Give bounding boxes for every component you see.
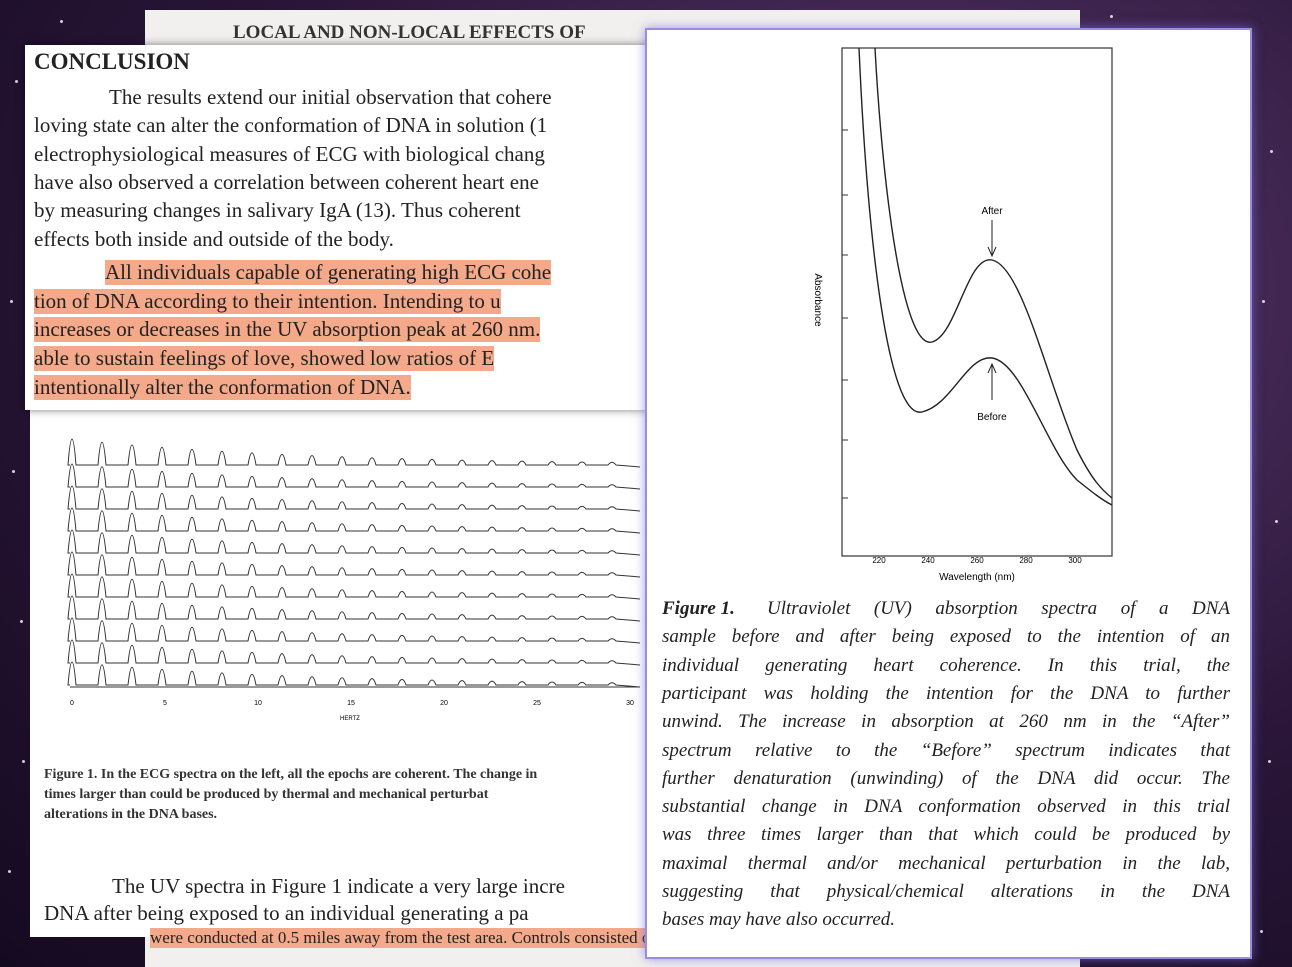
star [1110,15,1113,18]
before-curve [858,47,1113,506]
plot-frame [841,47,1113,557]
star [1268,760,1271,763]
arrows [987,220,997,400]
highlighted-line: tion of DNA according to their intention… [34,288,501,314]
star [1262,300,1265,303]
x-tick-label: 5 [163,700,167,707]
heading: CONCLUSION [34,49,190,74]
ecg-trace [67,485,641,512]
text-line: effects both inside and outside of the b… [34,226,394,251]
ecg-trace [67,529,641,556]
star [1260,930,1263,933]
ecg-trace [67,438,641,468]
ecg-trace [67,573,641,600]
text-line: electrophysiological measures of ECG wit… [34,141,545,166]
caption-line: participant was holding the intention fo… [662,682,1230,704]
text-line: The results extend our initial observati… [109,85,552,109]
conclusion-box: CONCLUSION The results extend our initia… [25,45,655,410]
caption-line: sample before and after being exposed to… [662,626,1230,648]
star [12,470,15,473]
caption-line: times larger than could be produced by t… [44,787,489,802]
caption-line: individual generating heart coherence. I… [662,654,1230,676]
y-ticks [842,129,848,499]
highlighted-line: intentionally alter the conformation of … [34,374,411,400]
caption-line: maximal thermal and/or mechanical pertur… [662,852,1230,874]
x-tick-label: 15 [347,700,355,707]
x-tick-label: 30 [626,700,634,707]
ecg-trace [67,551,641,578]
uv-figure-panel: After Before Absorbance Wavelength (nm) … [645,28,1252,959]
x-axis-label: HERTZ [340,716,360,722]
body-line: The UV spectra in Figure 1 indicate a ve… [112,874,565,898]
star [60,20,63,23]
text-line: by measuring changes in salivary IgA (13… [34,198,521,223]
uv-chart: After Before Absorbance Wavelength (nm) … [812,47,1113,583]
body-line: DNA after being exposed to an individual… [44,901,529,925]
text-line: loving state can alter the conformation … [34,113,548,138]
caption-line: alterations in the DNA bases. [44,807,218,822]
caption-line: bases may have also occurred. [662,909,896,931]
ecg-trace [67,661,641,688]
x-tick-label: 0 [70,700,74,707]
x-tick-label: 300 [1068,556,1082,565]
x-tick-label: 260 [970,556,984,565]
star [1275,520,1278,523]
highlighted-line: able to sustain feelings of love, showed… [34,346,495,372]
ecg-trace [67,463,641,490]
caption-line: Figure 1. In the ECG spectra on the left… [44,767,538,782]
x-tick-label: 280 [1019,556,1033,565]
running-title: LOCAL AND NON-LOCAL EFFECTS OF [233,22,586,43]
caption-line: suggesting that physical/chemical altera… [662,881,1230,902]
x-tick-labels: 220 240 260 280 300 [872,556,1082,565]
star [22,760,25,763]
caption-line: unwind. The increase in absorption at 26… [662,711,1230,733]
ecg-spectra: 0 5 10 15 20 25 30 HERTZ [67,438,641,722]
ecg-trace [67,639,641,666]
annotation: Before [977,412,1007,423]
star [20,620,23,623]
lower-page: 0 5 10 15 20 25 30 HERTZ Figure 1. In the ECG s… [30,400,828,948]
caption-line: substantial change in DNA conformation o… [662,796,1230,818]
x-tick-label: 240 [921,556,935,565]
star [15,80,18,83]
x-tick-label: 25 [533,700,541,707]
highlighted-line: All individuals capable of generating hi… [105,260,552,285]
caption-line: was three times larger than that which c… [662,824,1230,846]
x-axis-label: Wavelength (nm) [939,572,1015,583]
caption-line: Ultraviolet (UV) absorption spectra of a… [767,598,1230,619]
y-axis-label: Absorbance [812,273,823,327]
annotation: After [981,206,1003,217]
caption-line: spectrum relative to the “Before” spectr… [662,739,1230,761]
after-curve [874,47,1113,499]
ecg-trace [67,595,641,622]
x-tick-label: 220 [872,556,886,565]
ecg-trace [67,507,641,534]
x-tick-label: 20 [440,700,448,707]
highlighted-line: increases or decreases in the UV absorpt… [34,317,541,343]
x-tick-label: 10 [254,700,262,707]
text-line: have also observed a correlation between… [34,169,539,194]
caption-label: Figure 1. [662,598,735,619]
star [10,300,13,303]
caption-line: further denaturation (unwinding) of the … [662,767,1230,789]
ecg-trace [67,617,641,644]
star [8,870,11,873]
star [1270,150,1273,153]
